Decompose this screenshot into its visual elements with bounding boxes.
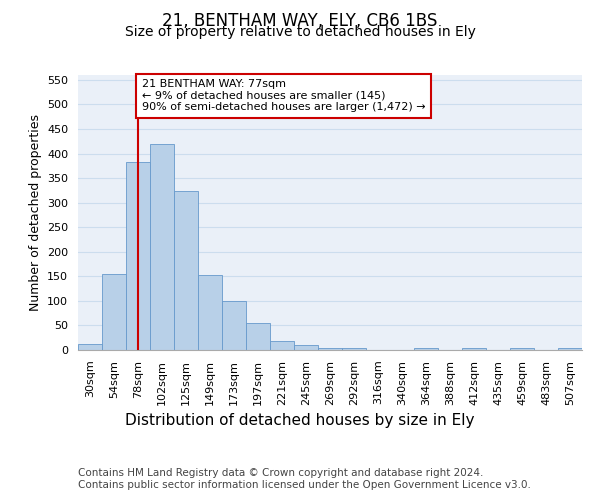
Text: 21, BENTHAM WAY, ELY, CB6 1BS: 21, BENTHAM WAY, ELY, CB6 1BS (163, 12, 437, 30)
Text: Contains HM Land Registry data © Crown copyright and database right 2024.
Contai: Contains HM Land Registry data © Crown c… (78, 468, 531, 490)
Bar (102, 274, 126, 350)
Bar (462, 348, 486, 350)
Bar (294, 345, 318, 350)
Text: 21 BENTHAM WAY: 77sqm
← 9% of detached houses are smaller (145)
90% of semi-deta: 21 BENTHAM WAY: 77sqm ← 9% of detached h… (142, 79, 425, 112)
Bar (558, 348, 582, 350)
Bar (78, 344, 102, 350)
Bar (150, 144, 174, 350)
Y-axis label: Number of detached properties: Number of detached properties (29, 114, 41, 311)
Text: Size of property relative to detached houses in Ely: Size of property relative to detached ho… (125, 25, 475, 39)
Bar (342, 348, 366, 350)
Bar (126, 162, 150, 350)
Bar (510, 348, 534, 350)
Bar (270, 340, 294, 350)
Bar (414, 348, 438, 350)
Text: Distribution of detached houses by size in Ely: Distribution of detached houses by size … (125, 412, 475, 428)
Bar (198, 275, 222, 350)
Bar (318, 348, 342, 350)
Bar (222, 301, 246, 350)
Bar (174, 192, 198, 350)
Bar (246, 323, 270, 350)
